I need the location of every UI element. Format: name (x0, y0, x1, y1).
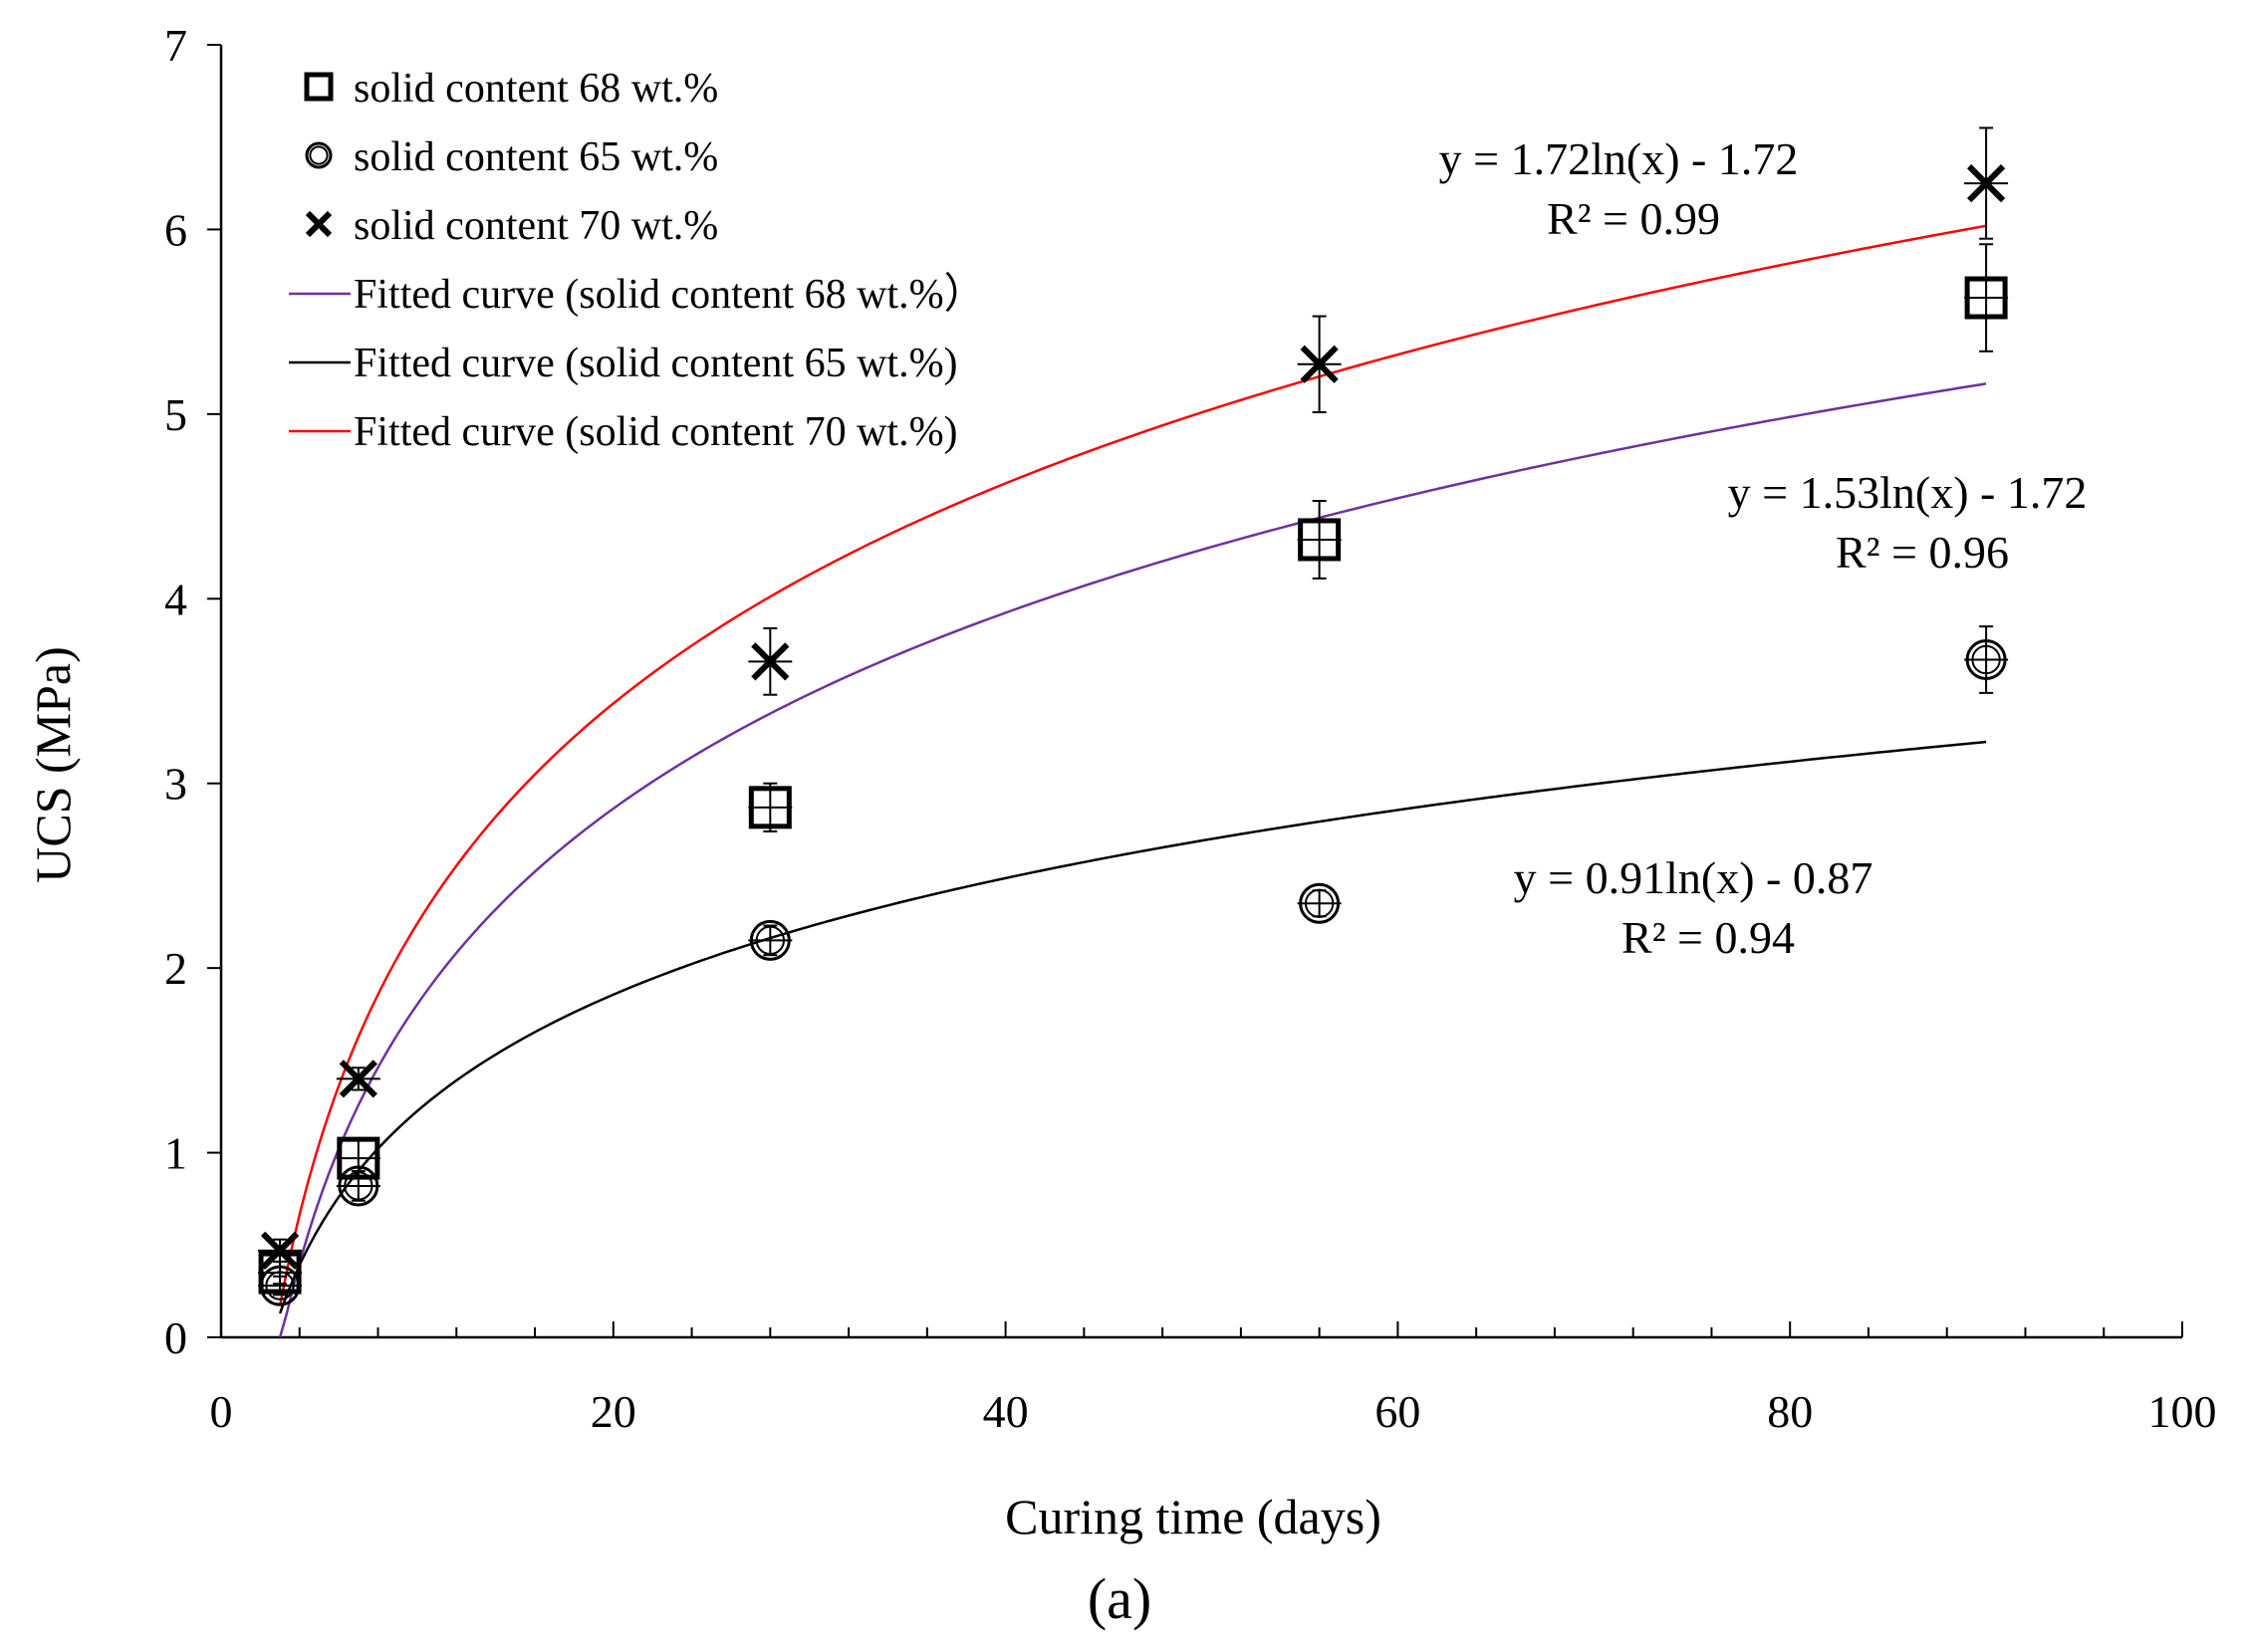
series-1-points (258, 243, 2009, 1295)
y-tick-label: 0 (164, 1312, 187, 1363)
fit-curve-2 (278, 740, 1987, 1314)
cross-marker-stroke (260, 1231, 300, 1270)
data-point (1964, 625, 2009, 694)
x-tick-label: 0 (210, 1386, 233, 1437)
y-tick-label: 2 (164, 943, 187, 994)
fit-equation: y = 0.91ln(x) - 0.87 (1514, 852, 1873, 903)
legend: solid content 68 wt.% solid content 65 wt… (289, 66, 986, 455)
fit-curve-3 (278, 224, 1987, 1306)
data-markers (258, 126, 2009, 1306)
circle-marker-inner (344, 1171, 374, 1201)
y-tick-label: 5 (164, 389, 187, 440)
x-tick-label: 80 (1767, 1386, 1813, 1437)
fit-equation: y = 1.72ln(x) - 1.72 (1439, 133, 1799, 184)
circle-marker-inner (1971, 644, 2001, 675)
y-tick-label: 1 (164, 1128, 187, 1179)
data-point (336, 1060, 380, 1098)
fit-r-squared: R² = 0.94 (1621, 912, 1795, 963)
square-marker (1298, 518, 1342, 562)
y-axis-title: UCS (MPa) (25, 646, 81, 883)
data-point (1297, 882, 1342, 924)
legend-label: solid content 65 wt.% (354, 134, 718, 180)
fit-equations: y = 1.53ln(x) - 1.72 R² = 0.96 y = 0.91ln(… (1439, 133, 2088, 963)
cross-marker-stroke (1966, 163, 2006, 203)
legend-item-series-3: solid content 70 wt.% (305, 203, 718, 249)
circle-marker-inner (1304, 888, 1335, 918)
data-point (1297, 500, 1342, 580)
axes: 0 20 40 60 80 100 0 1 2 3 4 5 6 7 (164, 20, 2217, 1437)
equation-fit-3: y = 1.72ln(x) - 1.72 R² = 0.99 (1439, 133, 1799, 244)
legend-item-series-2: solid content 65 wt.% (305, 134, 718, 180)
data-point (748, 782, 793, 832)
fit-r-squared: R² = 0.96 (1836, 527, 2009, 578)
x-tick-label: 100 (2148, 1386, 2217, 1437)
data-point (1964, 243, 2009, 353)
legend-item-fit-2: Fitted curve (solid content 65 wt.%) (289, 341, 958, 386)
data-point (258, 1231, 303, 1270)
x-axis-title: Curing time (days) (1005, 1489, 1381, 1544)
data-point (258, 1265, 303, 1306)
data-point (748, 626, 793, 696)
y-tick-label: 7 (164, 20, 187, 71)
circle-marker (749, 919, 791, 961)
square-marker (304, 72, 334, 102)
equation-fit-2: y = 0.91ln(x) - 0.87 R² = 0.94 (1514, 852, 1873, 963)
equation-fit-1: y = 1.53ln(x) - 1.72 R² = 0.96 (1728, 467, 2088, 578)
legend-item-series-1: solid content 68 wt.% (304, 66, 718, 112)
y-tick-label: 3 (164, 759, 187, 810)
x-tick-label: 60 (1374, 1386, 1420, 1437)
x-tick-label: 20 (591, 1386, 636, 1437)
legend-label: Fitted curve (solid content 68 wt.%） (354, 272, 986, 318)
x-tick-label: 40 (983, 1386, 1029, 1437)
circle-marker (338, 1165, 379, 1207)
cross-marker-stroke (1300, 345, 1339, 383)
circle-marker-inner (265, 1271, 295, 1300)
circle-marker (1299, 882, 1341, 924)
fit-curves (278, 224, 1987, 1338)
circle-marker (259, 1265, 301, 1306)
data-point (336, 1165, 380, 1207)
data-point (1964, 126, 2009, 240)
circle-marker-inner (755, 925, 786, 956)
circle-marker (1965, 638, 2007, 680)
legend-item-fit-3: Fitted curve (solid content 70 wt.%) (289, 409, 958, 455)
legend-label: solid content 68 wt.% (354, 66, 718, 112)
cross-marker-stroke (751, 642, 790, 681)
data-point (748, 919, 793, 961)
series-3-points (258, 126, 2009, 1270)
fit-r-squared: R² = 0.99 (1547, 193, 1720, 244)
square-marker (1964, 276, 2008, 320)
cross-marker-stroke (305, 210, 333, 238)
cross-marker-stroke (339, 1060, 377, 1098)
data-point (1297, 315, 1342, 414)
legend-label: Fitted curve (solid content 70 wt.%) (354, 409, 958, 455)
series-2-points (258, 625, 2009, 1306)
fit-equation: y = 1.53ln(x) - 1.72 (1728, 467, 2088, 518)
legend-label: Fitted curve (solid content 65 wt.%) (354, 341, 958, 386)
panel-label: (a) (1088, 1566, 1151, 1631)
square-marker (748, 786, 792, 829)
y-tick-label: 6 (164, 204, 187, 255)
legend-item-fit-1: Fitted curve (solid content 68 wt.%） (289, 272, 986, 318)
circle-marker (305, 141, 333, 169)
y-tick-label: 4 (164, 574, 187, 624)
circle-marker-inner (309, 145, 329, 165)
legend-label: solid content 70 wt.% (354, 203, 718, 249)
fit-curve-1 (278, 382, 1987, 1338)
